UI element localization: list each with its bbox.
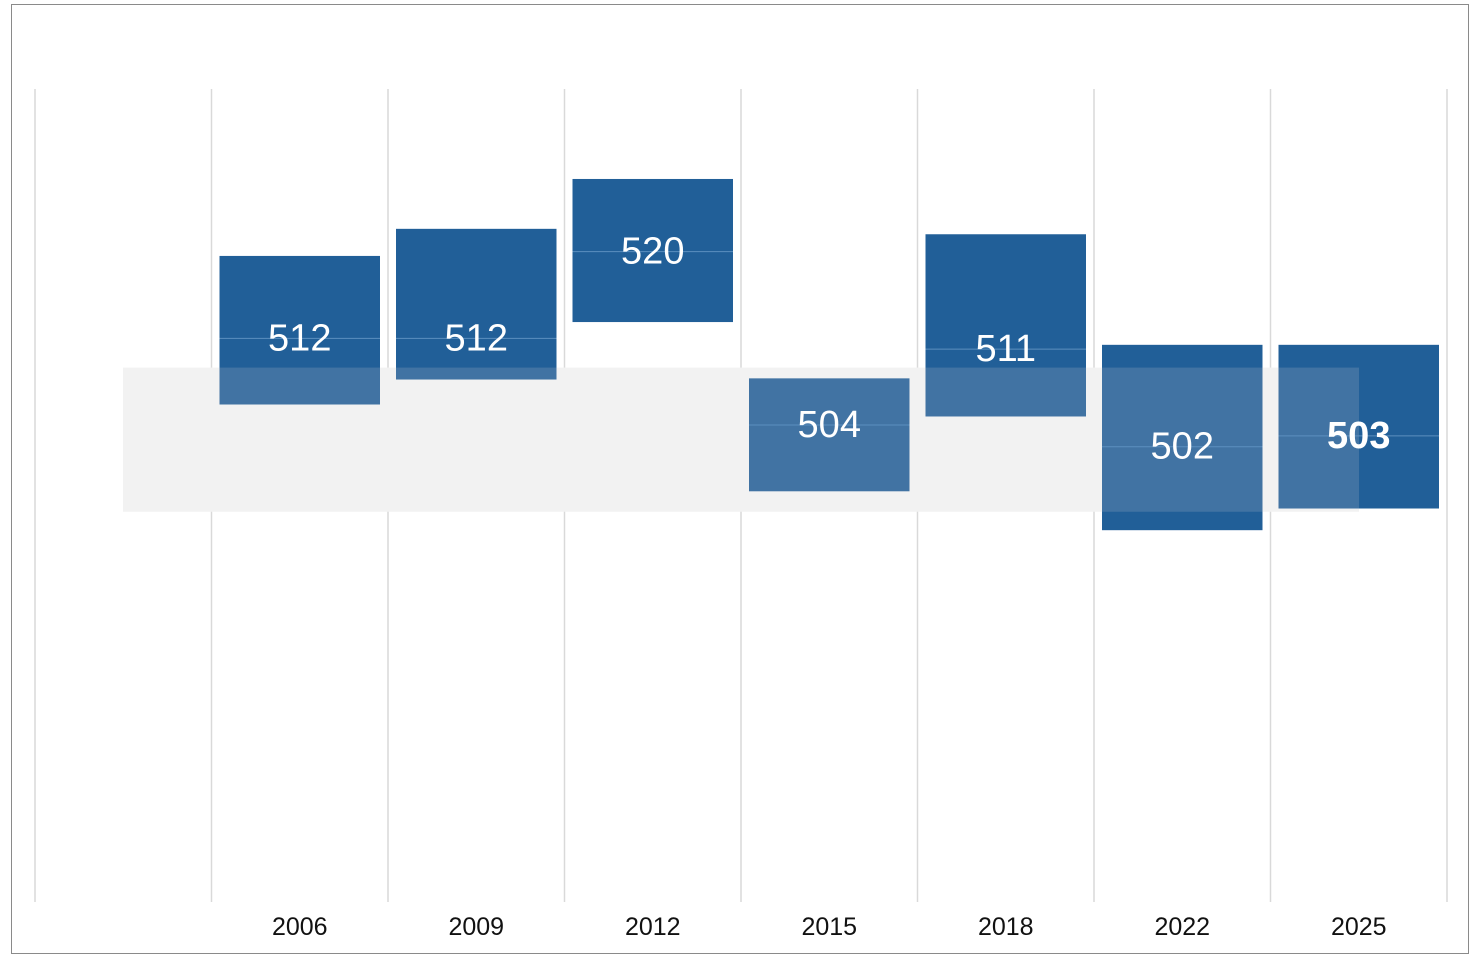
box-layer <box>219 178 1439 531</box>
box-overlap-2018 <box>925 367 1086 417</box>
value-label-2025: 503 <box>1327 415 1390 457</box>
x-tick-label-2025: 2025 <box>1331 913 1387 941</box>
box-overlap-2006 <box>219 367 380 405</box>
chart-frame: 512 512 520 504 511 502 503 2006 2009 2012 2015 20… <box>11 4 1469 954</box>
x-tick-label-2022: 2022 <box>1154 913 1210 941</box>
x-tick-label-2009: 2009 <box>448 913 504 941</box>
box-overlap-2009 <box>396 367 557 380</box>
x-tick-label-2006: 2006 <box>272 913 328 941</box>
value-label-layer: 512 512 520 504 511 502 503 <box>268 231 1390 468</box>
value-label-2015: 504 <box>798 404 861 446</box>
box-2009 <box>396 228 557 380</box>
x-tick-label-2018: 2018 <box>978 913 1034 941</box>
box-overlap-2015 <box>749 378 910 492</box>
value-label-2006: 512 <box>268 317 331 359</box>
value-label-2022: 502 <box>1151 426 1214 468</box>
x-tick-layer: 2006 2009 2012 2015 2018 2022 2025 <box>272 913 1387 941</box>
value-label-2012: 520 <box>621 231 684 273</box>
x-tick-label-2015: 2015 <box>801 913 857 941</box>
value-label-2009: 512 <box>445 317 508 359</box>
box-overlap-2025 <box>1278 367 1359 509</box>
x-tick-label-2012: 2012 <box>625 913 681 941</box>
value-label-2018: 511 <box>975 328 1036 370</box>
box-2012 <box>572 178 733 323</box>
box-overlap-2022 <box>1102 367 1263 512</box>
